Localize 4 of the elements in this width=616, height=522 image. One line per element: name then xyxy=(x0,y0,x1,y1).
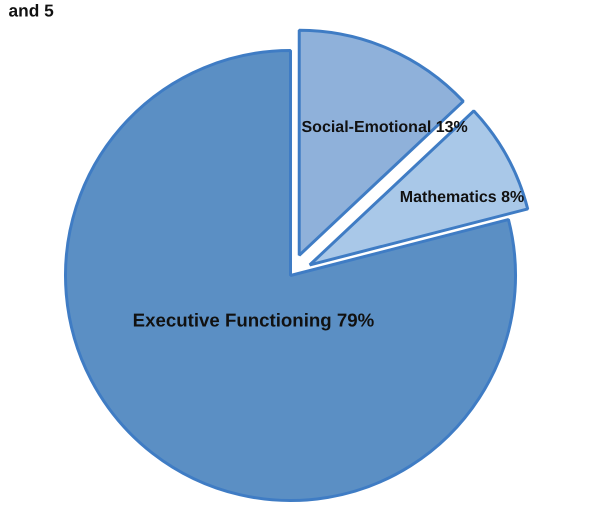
slice-label: Executive Functioning 79% xyxy=(132,309,375,330)
chart-title: and 5 xyxy=(8,0,54,20)
slice-label: Social-Emotional 13% xyxy=(302,118,468,136)
slice-label: Mathematics 8% xyxy=(400,189,524,206)
